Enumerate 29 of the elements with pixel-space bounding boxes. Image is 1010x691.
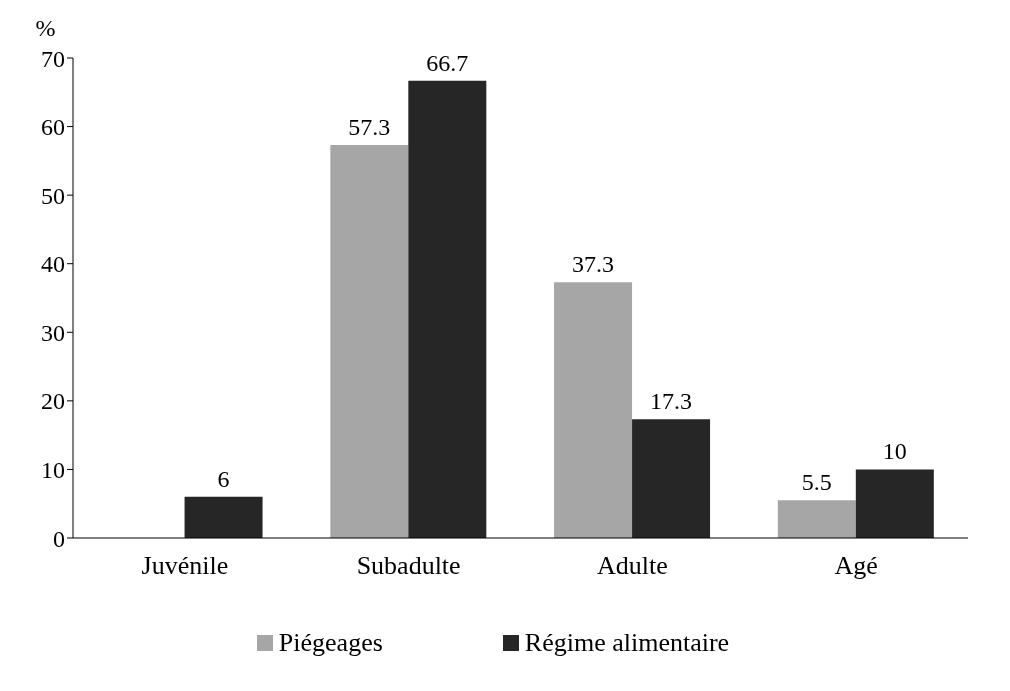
bar [855, 469, 934, 538]
legend-label: Régime alimentaire [523, 628, 730, 658]
bar [184, 496, 263, 538]
x-tick-label: Agé [834, 551, 878, 581]
data-label: 6 [217, 465, 230, 492]
x-tick-label: Adulte [596, 551, 668, 581]
y-tick-label: 30 [41, 319, 65, 346]
y-tick-label: 40 [41, 251, 65, 278]
data-label: 57.3 [348, 114, 391, 141]
data-label: 17.3 [650, 388, 693, 415]
data-label: 5.5 [801, 469, 832, 496]
bar [330, 145, 409, 538]
y-tick-label: 10 [41, 456, 65, 483]
x-tick-label: Subadulte [356, 551, 461, 581]
bar [632, 419, 711, 538]
x-tick-label: Juvénile [141, 551, 229, 581]
y-tick-label: 70 [41, 45, 65, 72]
bar [777, 500, 856, 538]
data-label: 10 [882, 438, 907, 465]
data-label: 66.7 [426, 49, 469, 76]
y-tick-label: 60 [41, 114, 65, 141]
bar [554, 282, 633, 538]
y-tick-label: 20 [41, 388, 65, 415]
data-label: 37.3 [572, 251, 615, 278]
y-tick-label: 50 [41, 182, 65, 209]
y-tick-label: 0 [53, 525, 65, 552]
y-axis-title: % [35, 15, 56, 41]
bar [408, 80, 487, 538]
legend-label: Piégeages [277, 628, 383, 658]
